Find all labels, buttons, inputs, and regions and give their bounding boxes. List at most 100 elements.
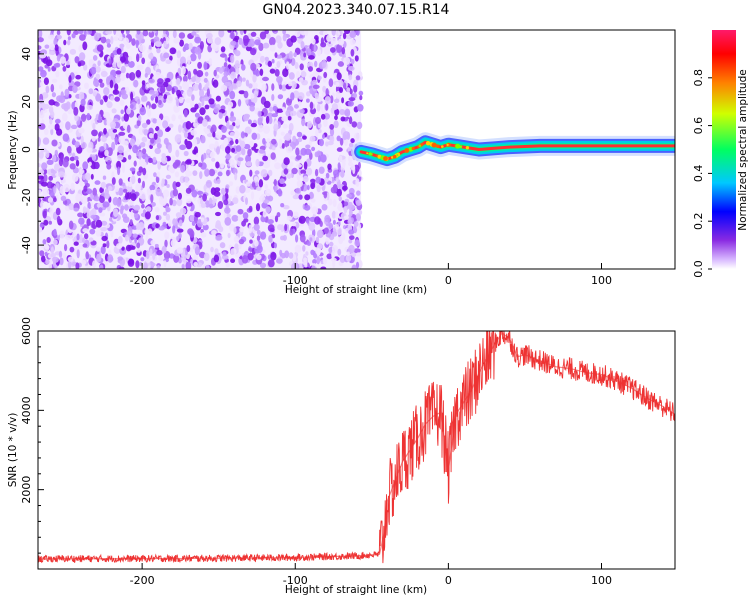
noise-blob <box>38 59 41 66</box>
noise-blob <box>99 82 105 88</box>
noise-blob <box>288 72 295 80</box>
noise-blob <box>181 65 186 75</box>
noise-blob <box>238 243 242 249</box>
noise-blob <box>330 37 337 45</box>
noise-blob <box>38 175 44 180</box>
noise-blob <box>335 30 340 38</box>
noise-blob <box>171 87 175 95</box>
noise-blob <box>81 259 87 266</box>
noise-blob <box>342 82 347 89</box>
noise-blob <box>261 202 268 209</box>
noise-blob <box>269 44 276 52</box>
noise-blob <box>82 41 88 51</box>
noise-blob <box>148 31 155 38</box>
x-tick-label: -200 <box>130 274 155 287</box>
noise-blob <box>50 84 55 93</box>
noise-blob <box>269 68 276 74</box>
noise-blob <box>350 39 356 46</box>
noise-blob <box>248 205 253 212</box>
noise-blob <box>97 137 101 142</box>
noise-blob <box>148 53 154 59</box>
noise-blob <box>158 255 164 262</box>
noise-blob <box>250 93 255 99</box>
noise-blob <box>77 62 82 67</box>
noise-blob <box>181 264 185 269</box>
noise-blob <box>171 155 176 163</box>
noise-blob <box>317 48 322 57</box>
noise-blob <box>65 69 70 78</box>
noise-blob <box>230 258 236 264</box>
noise-blob <box>329 135 335 144</box>
noise-blob <box>154 243 159 248</box>
noise-blob <box>162 189 170 198</box>
noise-blob <box>112 196 119 206</box>
noise-blob <box>237 99 242 107</box>
noise-blob <box>67 39 71 46</box>
noise-blob <box>331 30 337 36</box>
noise-blob <box>303 52 307 58</box>
noise-blob <box>352 92 357 99</box>
noise-blob <box>95 93 101 102</box>
noise-blob <box>199 107 206 116</box>
noise-blob <box>294 104 299 109</box>
noise-blob <box>241 64 246 71</box>
signal-knot <box>431 142 437 148</box>
noise-blob <box>106 43 111 48</box>
noise-blob <box>348 244 355 254</box>
noise-blob <box>178 96 184 104</box>
noise-blob <box>176 197 183 207</box>
noise-blob <box>191 189 198 198</box>
noise-blob <box>341 47 346 55</box>
noise-blob <box>54 118 61 124</box>
noise-blob <box>157 129 164 138</box>
noise-blob <box>56 54 61 62</box>
noise-blob <box>325 141 329 147</box>
noise-blob <box>264 56 269 62</box>
noise-blob <box>256 245 263 253</box>
noise-blob <box>123 113 129 122</box>
noise-blob <box>137 98 141 105</box>
noise-blob <box>167 144 172 154</box>
noise-blob <box>52 154 57 163</box>
noise-blob <box>150 137 155 144</box>
noise-blob <box>229 140 234 145</box>
noise-blob <box>103 87 110 96</box>
signal-knot <box>404 148 410 153</box>
noise-blob <box>127 258 135 267</box>
noise-blob <box>156 250 163 256</box>
noise-blob <box>229 90 236 100</box>
noise-blob <box>46 181 53 189</box>
noise-blob <box>279 178 285 185</box>
noise-blob <box>133 204 141 211</box>
noise-blob <box>95 73 101 80</box>
noise-blob <box>263 199 270 204</box>
noise-blob <box>123 37 129 46</box>
noise-blob <box>116 160 122 170</box>
noise-blob <box>268 235 273 243</box>
noise-blob <box>137 115 142 122</box>
noise-blob <box>231 147 236 153</box>
noise-blob <box>122 213 128 219</box>
noise-blob <box>167 219 172 227</box>
noise-blob <box>255 158 260 167</box>
noise-blob <box>175 149 180 158</box>
noise-blob <box>82 228 89 233</box>
noise-blob <box>91 154 97 162</box>
noise-blob <box>136 64 144 71</box>
noise-blob <box>82 161 89 170</box>
noise-blob <box>351 264 357 269</box>
noise-blob <box>142 30 149 37</box>
noise-blob <box>120 56 126 63</box>
noise-blob <box>165 78 171 83</box>
noise-blob <box>50 30 55 34</box>
noise-blob <box>92 55 98 61</box>
x-tick-label: 0 <box>445 574 452 587</box>
noise-blob <box>290 92 295 101</box>
noise-blob <box>110 229 114 238</box>
noise-blob <box>290 35 297 43</box>
noise-blob <box>343 30 351 35</box>
noise-blob <box>245 99 249 105</box>
noise-blob <box>272 30 277 33</box>
noise-blob <box>99 264 104 269</box>
noise-blob <box>343 206 348 214</box>
